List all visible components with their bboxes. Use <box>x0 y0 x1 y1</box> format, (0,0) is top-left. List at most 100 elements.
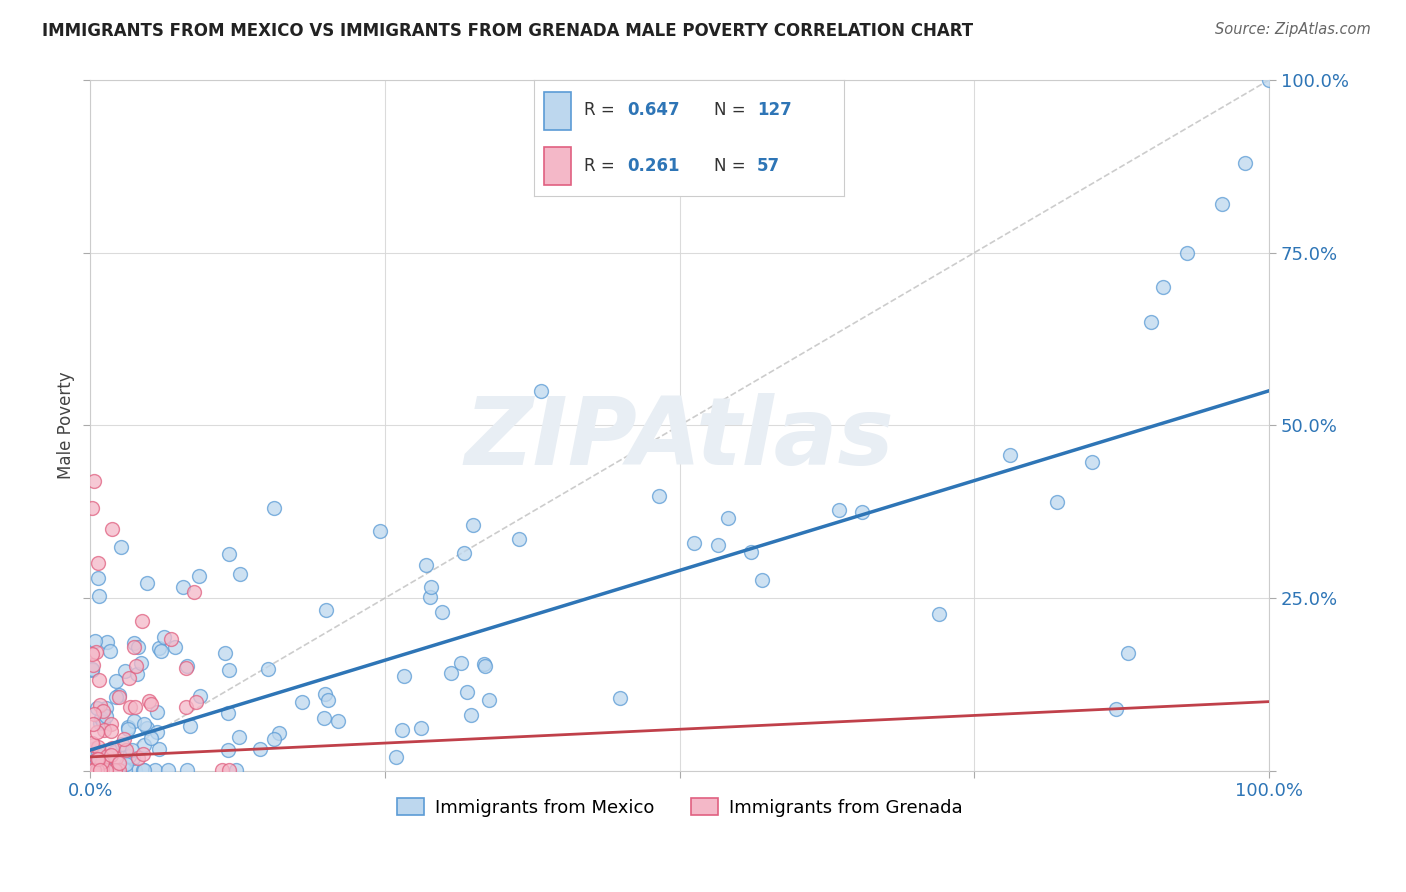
Point <box>682 536 704 550</box>
Point <box>225 763 247 777</box>
Point <box>83 474 105 488</box>
Point <box>269 725 291 739</box>
Point <box>1105 701 1128 715</box>
Point <box>91 714 114 729</box>
Point <box>107 763 129 777</box>
Point <box>1175 245 1198 260</box>
Point <box>211 763 233 777</box>
Point <box>94 763 117 777</box>
Point <box>141 697 163 711</box>
Point <box>122 636 145 650</box>
Point <box>530 384 553 398</box>
Point <box>174 660 197 674</box>
Point <box>91 704 114 718</box>
Point <box>100 724 122 739</box>
Point <box>134 763 156 777</box>
Point <box>89 758 111 772</box>
Point <box>218 547 240 561</box>
Point <box>132 747 155 761</box>
Point <box>104 763 127 777</box>
Point <box>139 731 162 745</box>
Point <box>89 673 111 687</box>
Point <box>153 631 176 645</box>
Point <box>87 571 110 585</box>
Point <box>228 730 250 744</box>
Point <box>174 700 197 714</box>
Point <box>314 687 336 701</box>
Point <box>440 665 463 680</box>
Point <box>114 664 136 678</box>
Point <box>87 557 110 571</box>
Point <box>114 757 136 772</box>
Text: 0.261: 0.261 <box>627 157 679 175</box>
Point <box>314 711 336 725</box>
Point <box>176 659 198 673</box>
Point <box>117 722 139 736</box>
Point <box>94 709 117 723</box>
Point <box>112 732 135 747</box>
Point <box>229 566 252 581</box>
Point <box>87 763 110 777</box>
Point <box>84 746 107 760</box>
Point <box>456 685 478 699</box>
Point <box>125 658 148 673</box>
Point <box>143 763 166 777</box>
Point <box>647 489 669 503</box>
Point <box>108 688 131 702</box>
Text: R =: R = <box>583 157 614 175</box>
Point <box>100 643 122 657</box>
Point <box>419 581 441 595</box>
Point <box>450 656 472 670</box>
Point <box>1234 156 1257 170</box>
Point <box>131 763 153 777</box>
Point <box>86 700 108 714</box>
Point <box>118 699 141 714</box>
Point <box>127 750 149 764</box>
Point <box>83 763 105 777</box>
Point <box>82 742 104 756</box>
Point <box>165 640 187 654</box>
Point <box>176 763 198 777</box>
Point <box>87 745 110 759</box>
Point <box>94 763 117 777</box>
Point <box>86 763 108 777</box>
Point <box>89 763 111 777</box>
Point <box>80 760 103 774</box>
Point <box>86 739 108 754</box>
Point <box>740 545 762 559</box>
Point <box>131 657 153 671</box>
Point <box>474 659 496 673</box>
Text: 0.647: 0.647 <box>627 102 679 120</box>
Point <box>118 671 141 685</box>
Point <box>100 716 122 731</box>
Point <box>315 603 337 617</box>
Point <box>122 714 145 729</box>
Point <box>132 716 155 731</box>
Point <box>751 573 773 587</box>
Point <box>127 640 149 655</box>
Point <box>111 737 134 751</box>
Point <box>80 501 103 516</box>
Text: ZIPAtlas: ZIPAtlas <box>465 393 894 485</box>
Point <box>998 448 1021 462</box>
Point <box>1152 280 1174 294</box>
Point <box>121 742 143 756</box>
Point <box>82 763 104 777</box>
Text: IMMIGRANTS FROM MEXICO VS IMMIGRANTS FROM GRENADA MALE POVERTY CORRELATION CHART: IMMIGRANTS FROM MEXICO VS IMMIGRANTS FRO… <box>42 22 973 40</box>
Point <box>89 698 111 712</box>
Point <box>218 663 240 677</box>
Point <box>82 657 104 672</box>
Point <box>108 756 131 770</box>
Point <box>82 717 104 731</box>
Point <box>80 663 103 677</box>
Point <box>188 690 211 704</box>
Text: R =: R = <box>583 102 614 120</box>
Point <box>148 641 170 656</box>
Point <box>115 743 138 757</box>
Point <box>131 615 153 629</box>
Point <box>117 720 139 734</box>
Point <box>1140 315 1163 329</box>
Y-axis label: Male Poverty: Male Poverty <box>58 372 75 479</box>
Point <box>114 763 136 777</box>
Point <box>461 517 484 532</box>
